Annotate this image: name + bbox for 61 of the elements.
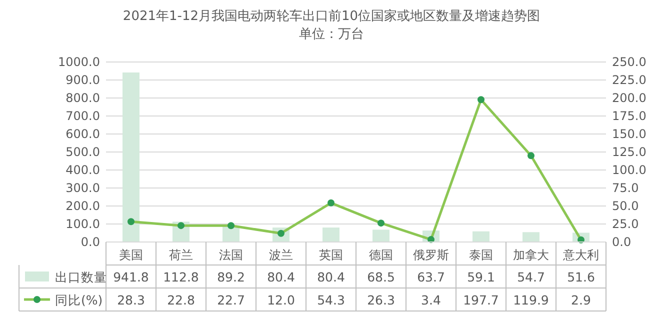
bar (522, 232, 540, 242)
data-label: 28.3 (117, 292, 145, 308)
bar (122, 72, 140, 242)
legend-label: 同比(%) (55, 292, 103, 308)
data-label: 68.5 (367, 270, 395, 284)
y2-tick-label: 250.0 (612, 55, 646, 69)
y-tick-label: 200.0 (66, 199, 100, 213)
x-tick-label: 俄罗斯 (413, 248, 449, 262)
y2-tick-label: 50.0 (612, 199, 639, 213)
data-label: 22.7 (217, 292, 245, 308)
x-tick-label: 加拿大 (513, 248, 549, 262)
y2-tick-label: 150.0 (612, 127, 646, 141)
data-label: 3.4 (421, 292, 441, 308)
y2-tick-label: 100.0 (612, 163, 646, 177)
y2-tick-label: 75.0 (612, 181, 639, 195)
chart-title: 2021年1-12月我国电动两轮车出口前10位国家或地区数量及增速趋势图 (122, 8, 540, 24)
data-label: 22.8 (167, 292, 195, 308)
data-label: 119.9 (513, 292, 549, 308)
x-tick-label: 波兰 (269, 248, 293, 262)
y-tick-label: 500.0 (66, 145, 100, 159)
x-tick-label: 荷兰 (169, 248, 193, 262)
data-label: 112.8 (163, 270, 199, 284)
bar (472, 231, 490, 242)
data-label: 197.7 (463, 292, 499, 308)
y2-tick-label: 175.0 (612, 109, 646, 123)
bar (322, 228, 340, 242)
chart-subtitle: 单位：万台 (299, 27, 364, 42)
data-label: 941.8 (113, 270, 149, 284)
data-label: 51.6 (567, 270, 595, 284)
data-label: 59.1 (467, 270, 495, 284)
y-tick-label: 600.0 (66, 127, 100, 141)
data-label: 2.9 (571, 292, 591, 308)
data-label: 26.3 (367, 292, 395, 308)
x-tick-label: 泰国 (469, 248, 493, 262)
data-label: 80.4 (317, 270, 345, 284)
x-tick-label: 英国 (319, 248, 343, 262)
y2-tick-label: 0.0 (612, 235, 632, 249)
y-tick-label: 800.0 (66, 91, 100, 105)
data-label: 80.4 (267, 270, 295, 284)
y2-tick-label: 225.0 (612, 73, 646, 87)
y-tick-label: 400.0 (66, 163, 100, 177)
x-tick-label: 美国 (119, 248, 143, 262)
y2-tick-label: 200.0 (612, 91, 646, 105)
bar (372, 230, 390, 242)
data-label: 54.3 (317, 292, 345, 308)
y-tick-label: 1000.0 (58, 55, 100, 69)
data-label: 89.2 (217, 270, 245, 284)
data-label: 12.0 (267, 292, 295, 308)
y-tick-label: 900.0 (66, 73, 100, 87)
y-tick-label: 700.0 (66, 109, 100, 123)
x-tick-label: 意大利 (562, 248, 599, 262)
y2-tick-label: 125.0 (612, 145, 646, 159)
x-tick-label: 法国 (219, 248, 243, 262)
data-label: 54.7 (517, 270, 545, 284)
y-tick-label: 300.0 (66, 181, 100, 195)
y-tick-label: 100.0 (66, 217, 100, 231)
y2-tick-label: 25.0 (612, 217, 639, 231)
data-label: 63.7 (417, 270, 445, 284)
legend-label: 出口数量 (55, 270, 107, 284)
x-tick-label: 德国 (369, 248, 393, 262)
y-tick-label: 0.0 (80, 235, 100, 249)
